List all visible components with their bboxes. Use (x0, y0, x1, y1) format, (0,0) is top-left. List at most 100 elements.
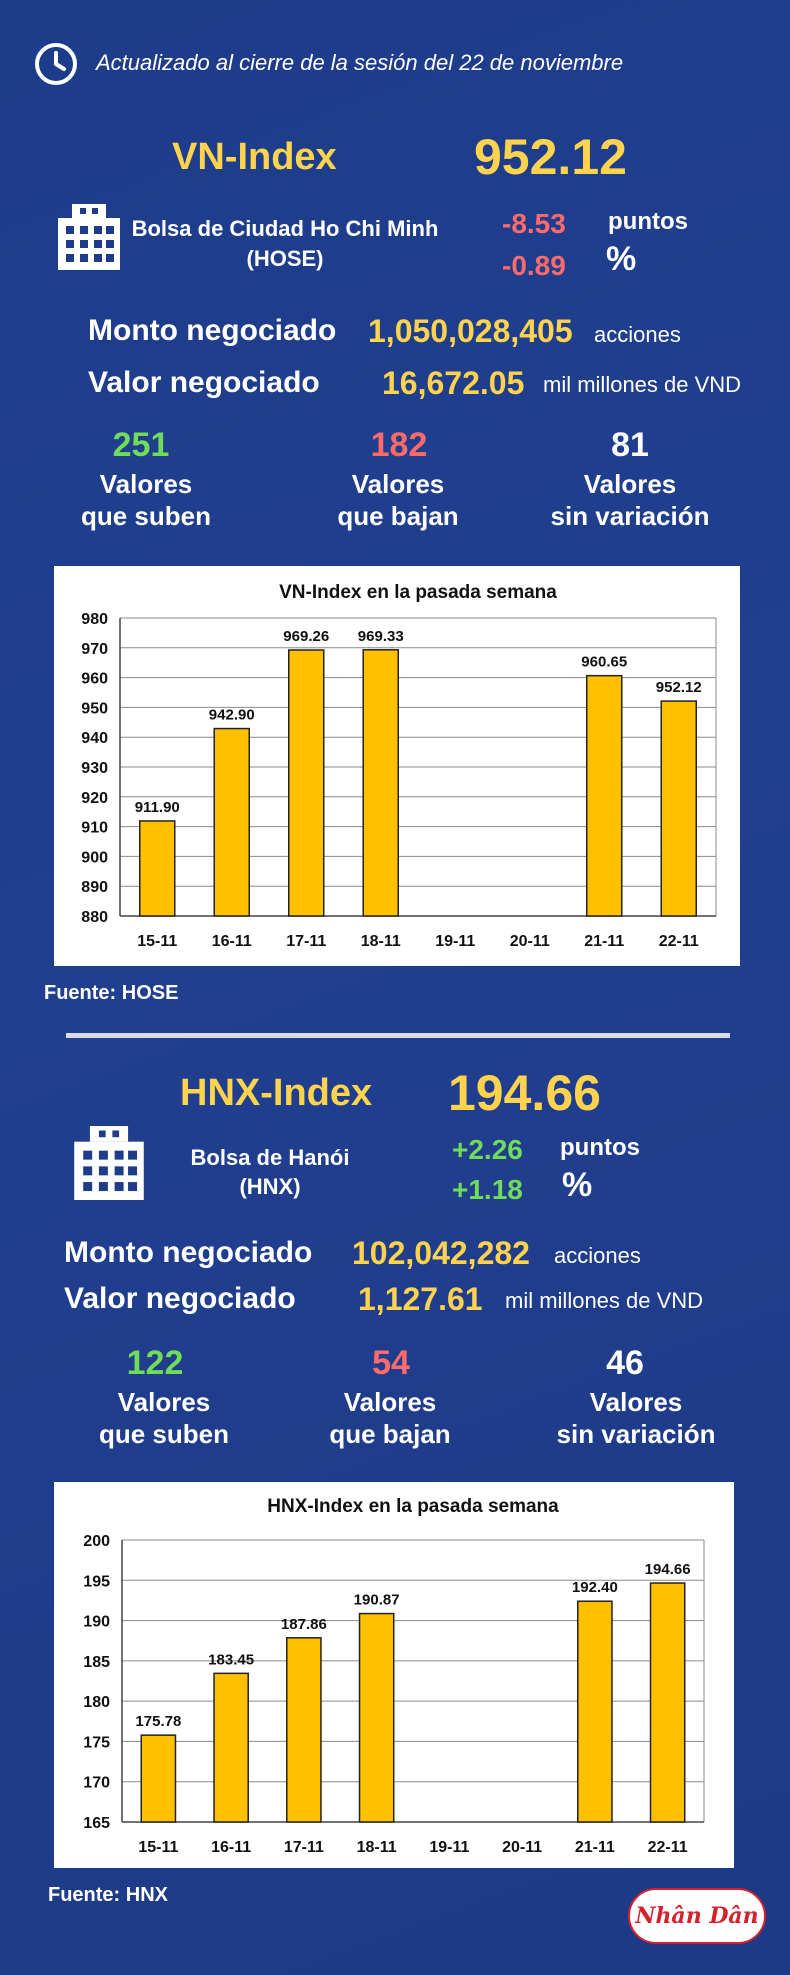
hose-source: Fuente: HOSE (44, 982, 179, 1004)
hnx-x-tick-label: 22-11 (648, 1839, 688, 1856)
vn-data-label: 952.12 (656, 679, 702, 696)
vn-y-tick-label: 970 (81, 641, 108, 658)
hnx-x-tick-label: 19-11 (429, 1839, 469, 1856)
hnx-data-label: 187.86 (281, 1616, 327, 1633)
vn-x-tick-label: 15-11 (137, 933, 177, 950)
hnx-flat-label-1: Valores (589, 1387, 683, 1417)
hnx-bar (213, 1672, 249, 1823)
hnx-bar (286, 1637, 322, 1823)
hose-change-percent: -0.89 (502, 250, 566, 281)
vn-x-tick-label: 22-11 (659, 933, 699, 950)
hnx-exchange-name: Bolsa de Hanói (190, 1145, 350, 1170)
hnx-x-tick-label: 17-11 (284, 1839, 324, 1856)
building-icon (58, 204, 120, 270)
vn-y-tick-label: 940 (81, 730, 108, 747)
hose-down-label-1: Valores (351, 469, 445, 499)
hnx-change-percent: +1.18 (452, 1174, 523, 1205)
vn-index-name: VN-Index (172, 136, 337, 178)
hose-percent-unit: % (606, 240, 637, 278)
hose-down-label-2: que bajan (337, 501, 459, 531)
hnx-bar (577, 1600, 613, 1823)
hnx-data-label: 192.40 (572, 1579, 618, 1596)
vn-data-label: 969.26 (283, 628, 329, 645)
hose-value-unit: mil millones de VND (543, 372, 742, 397)
hnx-data-label: 183.45 (208, 1651, 254, 1668)
hose-down-count: 182 (370, 426, 428, 464)
hnx-x-tick-label: 16-11 (211, 1839, 251, 1856)
clock-icon (35, 43, 77, 85)
hnx-volume-unit: acciones (554, 1243, 641, 1268)
vn-bar (362, 649, 400, 917)
hnx-y-tick-label: 200 (83, 1533, 110, 1550)
hnx-x-tick-label: 15-11 (138, 1839, 178, 1856)
hnx-up-label-1: Valores (117, 1387, 211, 1417)
section-divider (66, 1033, 730, 1038)
vn-y-tick-label: 930 (81, 760, 108, 777)
vn-x-tick-label: 21-11 (584, 933, 624, 950)
hose-points-unit: puntos (608, 208, 688, 235)
hnx-down-count: 54 (372, 1344, 410, 1382)
hnx-index-name: HNX-Index (180, 1072, 373, 1114)
building-icon (74, 1126, 144, 1200)
hnx-up-label-2: que suben (98, 1419, 229, 1449)
vn-y-tick-label: 960 (81, 671, 108, 688)
vn-bar (213, 727, 251, 917)
vn-bar (660, 700, 698, 917)
nhan-dan-logo: Nhân Dân (628, 1888, 766, 1944)
logo-text: Nhân Dân (635, 1903, 759, 1929)
vn-data-label: 942.90 (209, 707, 255, 724)
hnx-y-tick-label: 195 (83, 1573, 110, 1590)
hose-flat-label-1: Valores (583, 469, 677, 499)
update-caption: Actualizado al cierre de la sesión del 2… (96, 50, 624, 75)
hnx-bar (140, 1734, 177, 1823)
hnx-change-points: +2.26 (452, 1134, 523, 1165)
vn-data-label: 969.33 (358, 628, 404, 645)
hnx-x-tick-label: 21-11 (575, 1839, 615, 1856)
hnx-down-label-2: que bajan (329, 1419, 451, 1449)
hose-flat-label-2: sin variación (550, 501, 710, 531)
vn-bar (138, 820, 176, 917)
vn-bar (585, 674, 623, 917)
hnx-x-tick-label: 18-11 (357, 1839, 397, 1856)
hnx-value-unit: mil millones de VND (505, 1288, 704, 1313)
vn-y-tick-label: 880 (81, 909, 108, 926)
hnx-value-value: 1,127.61 (358, 1281, 483, 1317)
vn-y-tick-label: 890 (81, 879, 108, 896)
hnx-volume-label: Monto negociado (64, 1236, 313, 1269)
hnx-up-count: 122 (126, 1344, 184, 1382)
vn-index-chart-svg: VN-Index en la pasada semana 880 890 900 910… (81, 582, 717, 950)
hose-volume-label: Monto negociado (88, 314, 337, 347)
hose-up-label-2: que suben (80, 501, 211, 531)
hnx-data-label: 194.66 (645, 1561, 691, 1578)
hnx-index-chart: HNX-Index en la pasada semana 165 170 175 18… (54, 1482, 734, 1868)
hose-flat-count: 81 (611, 426, 649, 464)
vn-index-value: 952.12 (474, 129, 627, 185)
hnx-down-label-1: Valores (343, 1387, 437, 1417)
hose-volume-value: 1,050,028,405 (368, 313, 573, 349)
vn-x-tick-label: 18-11 (361, 933, 401, 950)
hnx-flat-label-2: sin variación (556, 1419, 716, 1449)
hnx-y-tick-label: 180 (83, 1694, 110, 1711)
hnx-chart-title: HNX-Index en la pasada semana (267, 1496, 559, 1517)
vn-x-tick-label: 19-11 (435, 933, 475, 950)
hnx-index-value: 194.66 (448, 1065, 601, 1121)
hnx-source: Fuente: HNX (48, 1884, 168, 1906)
vn-y-tick-label: 950 (81, 700, 108, 717)
vn-chart-title: VN-Index en la pasada semana (279, 582, 557, 603)
vn-y-tick-label: 980 (81, 611, 108, 628)
hose-exchange-name: Bolsa de Ciudad Ho Chi Minh (131, 216, 439, 241)
hnx-data-label: 175.78 (135, 1713, 181, 1730)
vn-y-tick-label: 920 (81, 790, 108, 807)
hnx-points-unit: puntos (560, 1134, 640, 1161)
hose-up-label-1: Valores (99, 469, 193, 499)
hose-up-count: 251 (112, 426, 170, 464)
hose-value-value: 16,672.05 (382, 365, 525, 401)
hnx-exchange-code: (HNX) (239, 1174, 301, 1199)
hnx-bar (649, 1582, 686, 1823)
hose-value-label: Valor negociado (88, 366, 320, 399)
vn-x-tick-label: 16-11 (212, 933, 252, 950)
hnx-y-tick-label: 165 (83, 1815, 110, 1832)
hnx-flat-count: 46 (606, 1344, 644, 1382)
hose-change-points: -8.53 (502, 208, 566, 239)
hose-exchange-code: (HOSE) (246, 246, 324, 271)
